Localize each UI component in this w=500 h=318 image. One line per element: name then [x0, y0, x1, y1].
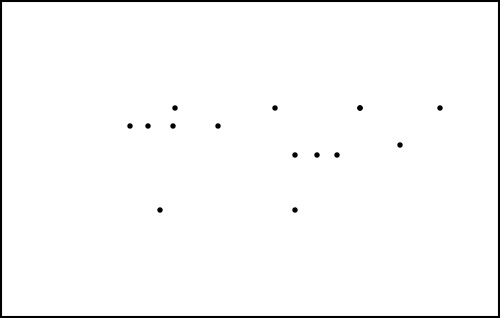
Text: R9
120k: R9 120k: [406, 157, 425, 176]
Text: 0.047u: 0.047u: [244, 117, 271, 127]
Circle shape: [158, 208, 162, 212]
Circle shape: [173, 106, 177, 110]
Circle shape: [293, 208, 297, 212]
Bar: [374, 123, 382, 143]
Circle shape: [273, 108, 317, 152]
Circle shape: [315, 153, 319, 157]
Circle shape: [216, 124, 220, 128]
Circle shape: [146, 124, 150, 128]
Text: 1n44: 1n44: [332, 132, 351, 141]
Text: C1 = 360pf
or other to
suit cart.
R1 = 47k or
other to suit
cart.: C1 = 360pf or other to suit cart. R1 = 4…: [3, 105, 59, 166]
Bar: [396, 157, 404, 176]
Circle shape: [335, 153, 339, 157]
Text: R5
100k: R5 100k: [250, 55, 269, 75]
Text: R6
1k: R6 1k: [301, 173, 311, 192]
Text: NFB used for RIAA eq. Gain at 1kHz = approx 100x = 40dBV.: NFB used for RIAA eq. Gain at 1kHz = app…: [102, 247, 398, 257]
Circle shape: [358, 106, 362, 110]
Bar: [271, 55, 279, 75]
Circle shape: [273, 106, 277, 110]
Text: R7 5k: R7 5k: [319, 236, 341, 245]
Text: nfb: nfb: [232, 216, 248, 225]
Text: +250V to +300V: +250V to +300V: [302, 22, 378, 31]
Text: 470k: 470k: [193, 160, 212, 169]
Text: R10: R10: [139, 225, 154, 233]
Circle shape: [435, 103, 445, 113]
Circle shape: [358, 106, 362, 110]
Text: B+: B+: [473, 18, 488, 28]
Text: C2: C2: [244, 107, 254, 116]
Text: output 250 mV
10Hz to 20kHz: output 250 mV 10Hz to 20kHz: [380, 64, 448, 83]
Text: C6: C6: [341, 150, 351, 160]
Text: C1: C1: [111, 163, 121, 172]
Bar: [161, 174, 169, 191]
Circle shape: [173, 108, 217, 152]
Text: C2: C2: [244, 117, 254, 127]
Text: C5: C5: [341, 121, 351, 130]
Text: R2
100k: R2 100k: [150, 55, 169, 75]
Text: 22: 22: [166, 225, 175, 233]
Text: R8
2M2: R8 2M2: [384, 123, 400, 143]
Bar: [315, 223, 345, 233]
Bar: [214, 159, 222, 177]
Text: www.turneraudio.com.au   May 2006: www.turneraudio.com.au May 2006: [154, 285, 346, 295]
Circle shape: [398, 143, 402, 147]
Circle shape: [293, 153, 297, 157]
Text: MM cartridge input
2.5mV at 1kHz: MM cartridge input 2.5mV at 1kHz: [3, 89, 101, 108]
Text: 0.047u: 0.047u: [244, 126, 271, 135]
Circle shape: [438, 106, 442, 110]
Circle shape: [81, 122, 89, 130]
Text: C4: C4: [338, 165, 348, 174]
Text: Simple phono amp with 2 x 12AX7 triodes.: Simple phono amp with 2 x 12AX7 triodes.: [146, 235, 354, 245]
Bar: [144, 159, 152, 177]
Text: 0.47: 0.47: [395, 99, 412, 108]
Text: R3
1k: R3 1k: [149, 173, 159, 192]
Text: 0.47: 0.47: [318, 173, 335, 182]
Circle shape: [171, 124, 175, 128]
Text: chassis: chassis: [144, 266, 176, 275]
Bar: [156, 220, 164, 238]
Text: R1: R1: [154, 163, 164, 172]
Text: 470u: 470u: [338, 173, 357, 182]
Text: R4: R4: [202, 169, 212, 178]
Text: +: +: [320, 168, 328, 177]
Circle shape: [128, 124, 132, 128]
Bar: [291, 174, 299, 191]
Text: 625p: 625p: [332, 158, 351, 168]
Text: +: +: [436, 99, 444, 109]
Text: C8
220u: C8 220u: [462, 99, 481, 119]
Text: C3: C3: [318, 165, 328, 174]
Text: C7: C7: [373, 99, 383, 108]
Bar: [171, 55, 179, 75]
Text: 0V: 0V: [473, 205, 485, 215]
